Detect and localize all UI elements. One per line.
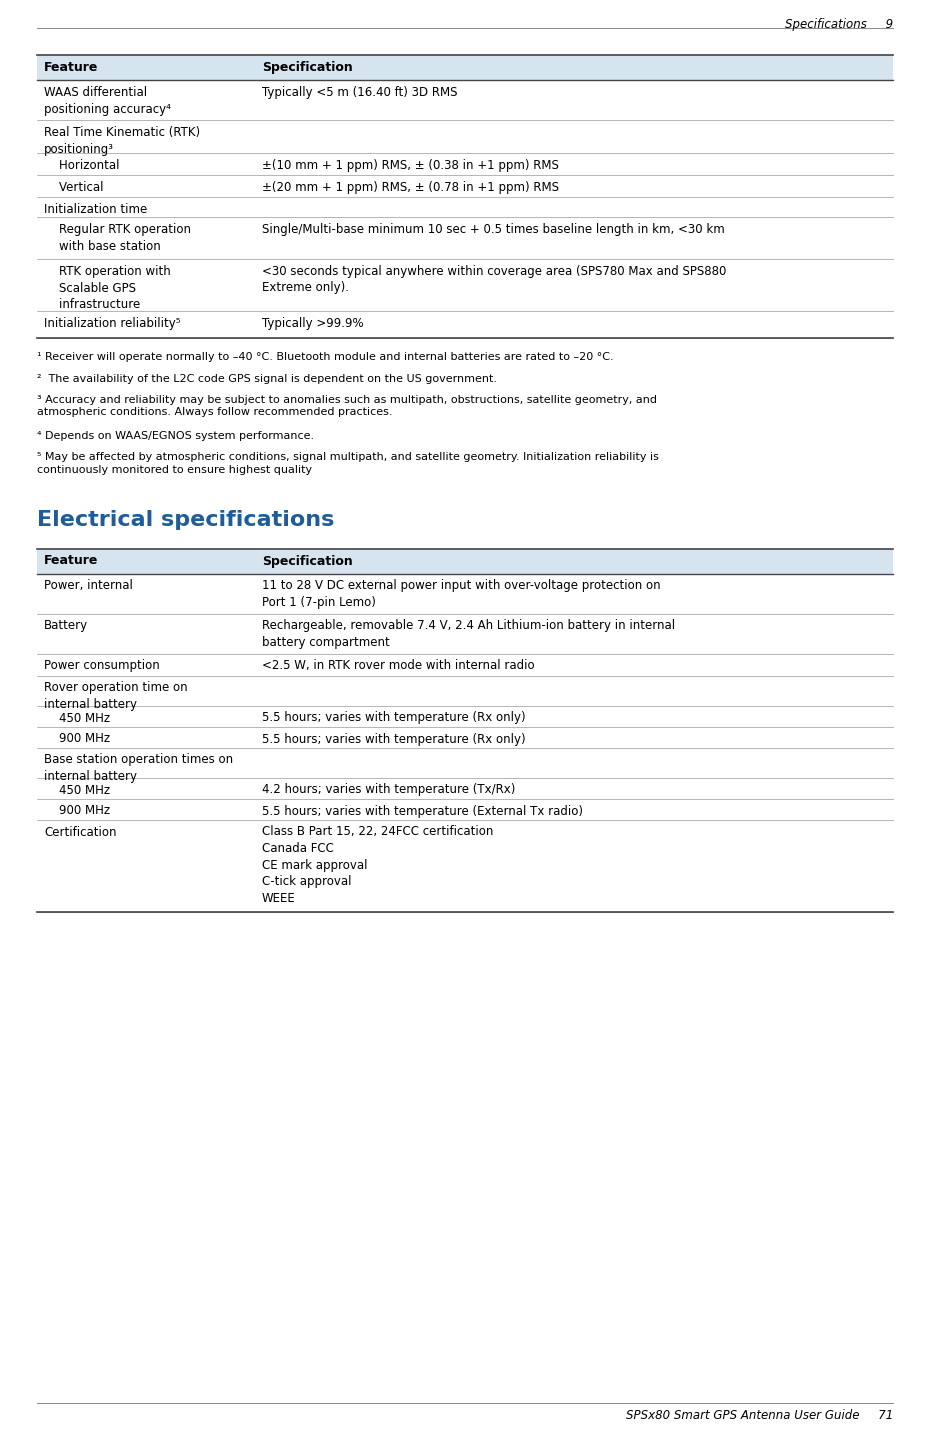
Text: Battery: Battery: [44, 620, 88, 633]
Text: ²  The availability of the L2C code GPS signal is dependent on the US government: ² The availability of the L2C code GPS s…: [37, 373, 497, 384]
Text: SPSx80 Smart GPS Antenna User Guide     71: SPSx80 Smart GPS Antenna User Guide 71: [626, 1410, 893, 1422]
Bar: [37, 675, 893, 705]
Bar: [37, 777, 893, 798]
Text: Specifications     9: Specifications 9: [785, 19, 893, 31]
Text: 5.5 hours; varies with temperature (External Tx radio): 5.5 hours; varies with temperature (Exte…: [262, 804, 583, 817]
Bar: [37, 218, 893, 259]
Text: Regular RTK operation
    with base station: Regular RTK operation with base station: [44, 223, 191, 252]
Text: Specification: Specification: [262, 554, 352, 568]
Text: Power, internal: Power, internal: [44, 580, 133, 592]
Bar: [37, 311, 893, 338]
Bar: [37, 654, 893, 675]
Bar: [37, 614, 893, 654]
Text: Typically >99.9%: Typically >99.9%: [262, 318, 364, 331]
Text: 450 MHz: 450 MHz: [44, 784, 110, 797]
Bar: [37, 727, 893, 747]
Text: <2.5 W, in RTK rover mode with internal radio: <2.5 W, in RTK rover mode with internal …: [262, 660, 535, 673]
Text: ±(20 mm + 1 ppm) RMS, ± (0.78 in +1 ppm) RMS: ±(20 mm + 1 ppm) RMS, ± (0.78 in +1 ppm)…: [262, 180, 559, 195]
Text: Real Time Kinematic (RTK)
positioning³: Real Time Kinematic (RTK) positioning³: [44, 126, 200, 156]
Bar: [37, 120, 893, 153]
Text: Vertical: Vertical: [44, 180, 103, 195]
Bar: [37, 54, 893, 80]
Text: Certification: Certification: [44, 826, 116, 839]
Text: Rover operation time on
internal battery: Rover operation time on internal battery: [44, 681, 188, 711]
Text: Specification: Specification: [262, 62, 352, 74]
Text: WAAS differential
positioning accuracy⁴: WAAS differential positioning accuracy⁴: [44, 86, 171, 116]
Text: 450 MHz: 450 MHz: [44, 711, 110, 724]
Text: 5.5 hours; varies with temperature (Rx only): 5.5 hours; varies with temperature (Rx o…: [262, 733, 525, 746]
Bar: [37, 820, 893, 912]
Text: Class B Part 15, 22, 24FCC certification
Canada FCC
CE mark approval
C-tick appr: Class B Part 15, 22, 24FCC certification…: [262, 826, 494, 904]
Text: Horizontal: Horizontal: [44, 159, 119, 172]
Text: ³ Accuracy and reliability may be subject to anomalies such as multipath, obstru: ³ Accuracy and reliability may be subjec…: [37, 395, 657, 418]
Text: ¹ Receiver will operate normally to –40 °C. Bluetooth module and internal batter: ¹ Receiver will operate normally to –40 …: [37, 352, 614, 362]
Text: 4.2 hours; varies with temperature (Tx/Rx): 4.2 hours; varies with temperature (Tx/R…: [262, 784, 515, 797]
Text: RTK operation with
    Scalable GPS
    infrastructure: RTK operation with Scalable GPS infrastr…: [44, 265, 171, 311]
Text: Base station operation times on
internal battery: Base station operation times on internal…: [44, 754, 233, 783]
Bar: [37, 548, 893, 574]
Text: 900 MHz: 900 MHz: [44, 804, 110, 817]
Text: Rechargeable, removable 7.4 V, 2.4 Ah Lithium-ion battery in internal
battery co: Rechargeable, removable 7.4 V, 2.4 Ah Li…: [262, 620, 675, 650]
Text: 11 to 28 V DC external power input with over-voltage protection on
Port 1 (7-pin: 11 to 28 V DC external power input with …: [262, 580, 660, 610]
Text: Feature: Feature: [44, 554, 99, 568]
Text: <30 seconds typical anywhere within coverage area (SPS780 Max and SPS880
Extreme: <30 seconds typical anywhere within cove…: [262, 265, 726, 295]
Text: ⁴ Depends on WAAS/EGNOS system performance.: ⁴ Depends on WAAS/EGNOS system performan…: [37, 431, 314, 441]
Bar: [37, 705, 893, 727]
Text: 5.5 hours; varies with temperature (Rx only): 5.5 hours; varies with temperature (Rx o…: [262, 711, 525, 724]
Text: Initialization time: Initialization time: [44, 203, 147, 216]
Text: Initialization reliability⁵: Initialization reliability⁵: [44, 318, 180, 331]
Text: ⁵ May be affected by atmospheric conditions, signal multipath, and satellite geo: ⁵ May be affected by atmospheric conditi…: [37, 452, 658, 475]
Text: 900 MHz: 900 MHz: [44, 733, 110, 746]
Text: Power consumption: Power consumption: [44, 660, 160, 673]
Text: Typically <5 m (16.40 ft) 3D RMS: Typically <5 m (16.40 ft) 3D RMS: [262, 86, 458, 99]
Bar: [37, 574, 893, 614]
Text: Single/Multi-base minimum 10 sec + 0.5 times baseline length in km, <30 km: Single/Multi-base minimum 10 sec + 0.5 t…: [262, 223, 724, 236]
Text: Feature: Feature: [44, 62, 99, 74]
Bar: [37, 175, 893, 197]
Bar: [37, 747, 893, 777]
Bar: [37, 197, 893, 218]
Bar: [37, 153, 893, 175]
Bar: [37, 80, 893, 120]
Bar: [37, 798, 893, 820]
Text: Electrical specifications: Electrical specifications: [37, 511, 335, 531]
Text: ±(10 mm + 1 ppm) RMS, ± (0.38 in +1 ppm) RMS: ±(10 mm + 1 ppm) RMS, ± (0.38 in +1 ppm)…: [262, 159, 559, 172]
Bar: [37, 259, 893, 311]
